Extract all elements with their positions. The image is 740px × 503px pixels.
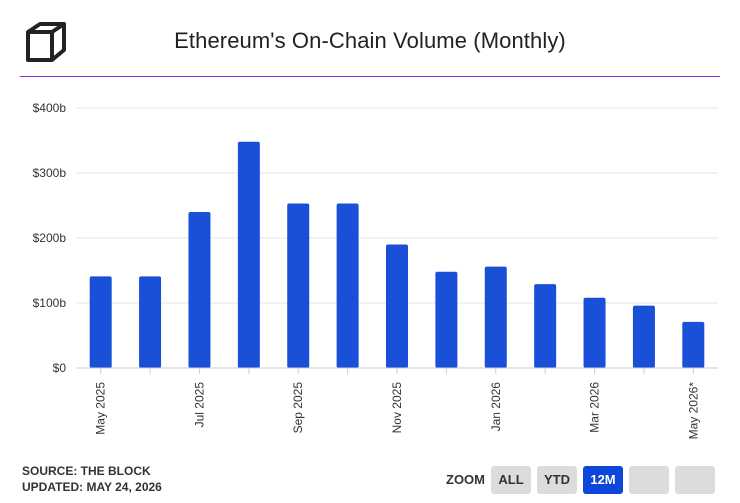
bar[interactable] (435, 271, 458, 368)
bar[interactable] (287, 203, 310, 368)
source-text: SOURCE: THE BLOCK (22, 464, 151, 478)
y-tick-label: $300b (33, 166, 67, 180)
zoom-blank-button-2[interactable] (675, 466, 715, 494)
x-tick-label: Mar 2026 (588, 382, 602, 433)
y-tick-label: $400b (33, 101, 67, 115)
updated-text: UPDATED: MAY 24, 2026 (22, 480, 162, 494)
the-block-cube-logo-icon (26, 22, 66, 62)
x-tick-label: Jul 2025 (192, 382, 206, 428)
zoom-12m-button[interactable]: 12M (583, 466, 623, 494)
bar-chart: $0 $100b $200b $300b $400b May 2025 Jul 2025 Se… (33, 101, 718, 440)
x-tick-label: Jan 2026 (489, 382, 503, 432)
bar[interactable] (336, 203, 359, 368)
chart-header: Ethereum's On-Chain Volume (Monthly) (0, 0, 740, 78)
bar[interactable] (188, 212, 211, 368)
y-tick-label: $0 (53, 361, 67, 375)
y-tick-label: $100b (33, 296, 67, 310)
zoom-ytd-button[interactable]: YTD (537, 466, 577, 494)
bar[interactable] (237, 141, 260, 368)
y-tick-label: $200b (33, 231, 67, 245)
x-tick-label: May 2025 (94, 382, 108, 435)
x-tick-label: Sep 2025 (291, 382, 305, 434)
x-tick-label: May 2026* (686, 382, 700, 440)
chart-title: Ethereum's On-Chain Volume (Monthly) (174, 28, 566, 53)
source-note: SOURCE: THE BLOCK UPDATED: MAY 24, 2026 (22, 463, 162, 495)
bar[interactable] (386, 244, 408, 369)
x-tick-label: Nov 2025 (390, 382, 404, 434)
bar[interactable] (583, 297, 606, 368)
title-divider (20, 76, 720, 77)
bar[interactable] (632, 305, 655, 368)
bar[interactable] (139, 276, 162, 368)
bar[interactable] (89, 276, 112, 368)
zoom-all-button[interactable]: ALL (491, 466, 531, 494)
bar[interactable] (534, 284, 557, 368)
zoom-label: ZOOM (446, 472, 485, 487)
bar[interactable] (484, 266, 507, 368)
zoom-blank-button-1[interactable] (629, 466, 669, 494)
bar[interactable] (682, 321, 705, 368)
